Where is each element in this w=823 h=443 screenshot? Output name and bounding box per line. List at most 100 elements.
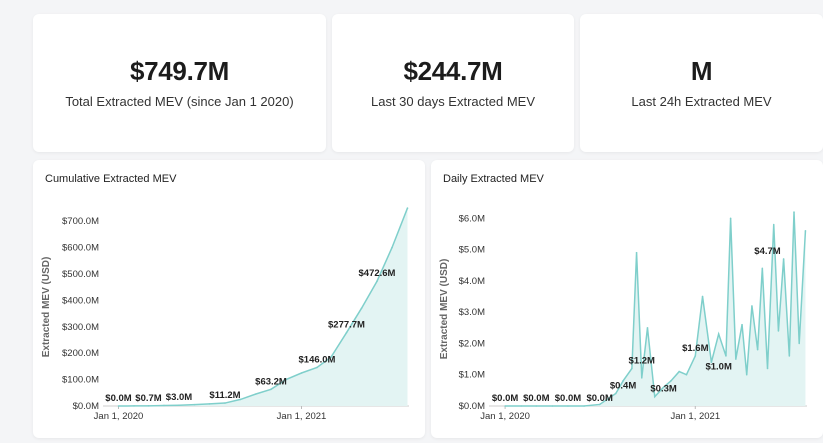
y-tick-label: $700.0M bbox=[62, 216, 99, 227]
data-point bbox=[777, 330, 780, 332]
data-point bbox=[178, 404, 180, 407]
data-point bbox=[345, 331, 348, 334]
y-tick-label: $4.0M bbox=[459, 276, 485, 287]
data-point bbox=[406, 207, 409, 209]
data-point bbox=[788, 355, 791, 357]
data-point bbox=[133, 405, 135, 407]
data-label: $0.0M bbox=[555, 393, 581, 404]
data-point bbox=[224, 402, 226, 404]
data-point bbox=[646, 326, 649, 329]
data-point bbox=[798, 342, 801, 345]
data-point bbox=[756, 348, 759, 351]
y-tick-label: $300.0M bbox=[62, 322, 99, 333]
cumulative-chart-card: Cumulative Extracted MEV $0.0M $100.0M $20… bbox=[33, 160, 425, 438]
y-tick-label: $0.0M bbox=[73, 401, 99, 412]
data-point bbox=[239, 398, 242, 401]
data-point bbox=[725, 355, 727, 357]
data-point bbox=[804, 229, 807, 232]
cumulative-chart-title: Cumulative Extracted MEV bbox=[45, 173, 177, 185]
data-point bbox=[300, 372, 303, 374]
data-label: $277.7M bbox=[328, 320, 365, 331]
data-label: $1.0M bbox=[705, 362, 731, 373]
y-tick-label: $3.0M bbox=[459, 307, 485, 318]
y-tick-label: $200.0M bbox=[62, 348, 99, 359]
data-label: $11.2M bbox=[209, 390, 240, 401]
data-point bbox=[640, 377, 643, 379]
data-label: $0.0M bbox=[523, 393, 549, 404]
data-point bbox=[670, 380, 672, 382]
data-label: $3.0M bbox=[166, 392, 192, 403]
x-tick-label: Jan 1, 2021 bbox=[277, 411, 327, 422]
y-tick-label: $5.0M bbox=[459, 245, 485, 256]
data-point bbox=[761, 267, 764, 270]
last-30-days-label: Last 30 days Extracted MEV bbox=[370, 94, 536, 109]
total-mev-value: $749.7M bbox=[129, 56, 230, 86]
y-tick-label: $6.0M bbox=[459, 213, 485, 224]
last-24h-value: M bbox=[690, 56, 713, 86]
daily-chart: $0.0M $1.0M $2.0M $3.0M $4.0M $5.0M $6.0M Extra… bbox=[439, 211, 807, 422]
total-mev-label: Total Extracted MEV (since Jan 1 2020) bbox=[65, 94, 294, 109]
data-label: $0.0M bbox=[492, 393, 518, 404]
data-point bbox=[254, 393, 257, 395]
data-label: $63.2M bbox=[255, 376, 287, 387]
data-point bbox=[735, 358, 737, 360]
daily-chart-title: Daily Extracted MEV bbox=[443, 173, 544, 185]
data-point bbox=[208, 403, 211, 405]
data-point bbox=[782, 258, 785, 260]
y-axis-label: Extracted MEV (USD) bbox=[439, 259, 450, 360]
last-30-days-card: $244.7M Last 30 days Extracted MEV bbox=[332, 14, 574, 152]
data-point bbox=[685, 373, 688, 376]
data-point bbox=[376, 280, 378, 283]
x-tick-label: Jan 1, 2020 bbox=[94, 411, 144, 422]
last-24h-card: M Last 24h Extracted MEV bbox=[580, 14, 823, 152]
data-label: $1.6M bbox=[682, 343, 708, 354]
data-point bbox=[741, 323, 743, 326]
y-tick-label: $1.0M bbox=[459, 370, 485, 381]
data-label: $0.4M bbox=[610, 380, 636, 391]
data-point bbox=[678, 370, 680, 373]
data-point bbox=[391, 246, 393, 249]
y-axis-label: Extracted MEV (USD) bbox=[41, 257, 52, 358]
data-point bbox=[622, 380, 624, 382]
data-point bbox=[583, 405, 585, 407]
data-point bbox=[751, 305, 753, 307]
data-label: $0.3M bbox=[650, 384, 676, 395]
last-30-days-value: $244.7M bbox=[403, 56, 503, 86]
y-tick-label: $0.0M bbox=[459, 401, 485, 412]
y-tick-label: $500.0M bbox=[62, 269, 99, 280]
total-mev-card: $749.7M Total Extracted MEV (since Jan 1… bbox=[33, 14, 326, 152]
series-line bbox=[118, 207, 409, 407]
data-point bbox=[701, 295, 704, 298]
data-point bbox=[567, 405, 569, 407]
data-point bbox=[710, 361, 713, 363]
data-point bbox=[504, 405, 506, 407]
data-point bbox=[766, 367, 769, 370]
data-point bbox=[535, 405, 538, 407]
data-point bbox=[360, 307, 363, 310]
x-tick-label: Jan 1, 2020 bbox=[480, 411, 530, 422]
data-point bbox=[193, 403, 196, 406]
data-point bbox=[694, 355, 697, 357]
data-point bbox=[745, 373, 748, 376]
series-area bbox=[118, 208, 408, 406]
data-point bbox=[285, 378, 287, 381]
y-tick-label: $100.0M bbox=[62, 375, 99, 386]
data-point bbox=[662, 386, 665, 389]
data-point bbox=[653, 395, 656, 398]
data-point bbox=[598, 403, 601, 406]
y-tick-label: $2.0M bbox=[459, 338, 485, 349]
data-point bbox=[635, 251, 638, 254]
series-area bbox=[505, 212, 806, 406]
data-point bbox=[729, 217, 732, 220]
x-tick-label: Jan 1, 2021 bbox=[670, 411, 720, 422]
data-label: $1.2M bbox=[629, 355, 655, 366]
y-tick-label: $400.0M bbox=[62, 295, 99, 306]
data-point bbox=[793, 211, 795, 213]
data-point bbox=[330, 356, 332, 358]
data-label: $0.0M bbox=[105, 393, 131, 404]
data-point bbox=[631, 367, 633, 370]
data-point bbox=[147, 405, 150, 407]
data-point bbox=[270, 388, 272, 391]
data-label: $146.0M bbox=[299, 354, 336, 365]
y-tick-label: $600.0M bbox=[62, 243, 99, 254]
